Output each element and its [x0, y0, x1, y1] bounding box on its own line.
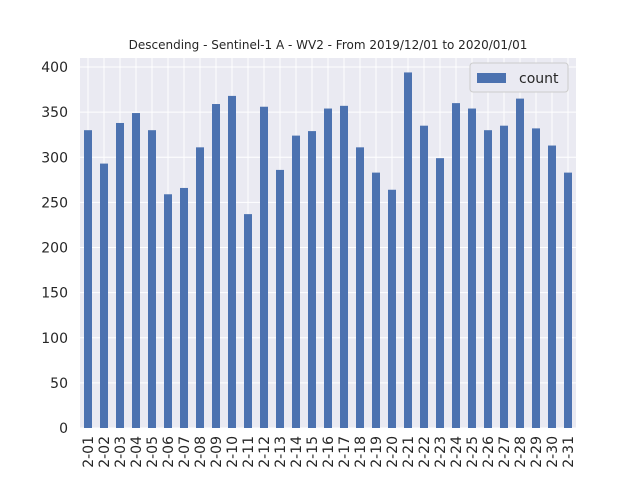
bar-2-05	[148, 130, 156, 428]
bar-2-13	[276, 169, 284, 428]
x-tick-label: 2-18	[353, 436, 369, 468]
x-tick-label: 2-20	[385, 436, 401, 468]
x-tick-label: 2-25	[465, 436, 481, 468]
x-tick-label: 2-14	[289, 436, 305, 468]
x-tick-label: 2-15	[305, 436, 321, 468]
bar-2-24	[452, 103, 460, 428]
legend-frame	[469, 62, 569, 93]
x-tick-label: 2-19	[369, 436, 385, 468]
x-tick-label: 2-02	[97, 436, 113, 468]
x-tick-label: 2-28	[513, 436, 529, 468]
y-tick-label: 200	[41, 241, 68, 257]
bar-2-25	[468, 108, 476, 428]
chart-title: Descending - Sentinel-1 A - WV2 - From 2…	[129, 38, 528, 52]
x-tick-label: 2-22	[417, 436, 433, 468]
x-tick-label: 2-07	[177, 436, 193, 468]
bar-2-02	[100, 163, 108, 428]
bar-2-18	[356, 147, 364, 428]
y-tick-label: 250	[41, 195, 68, 211]
x-tick-label: 2-12	[257, 436, 273, 468]
bar-2-17	[340, 105, 348, 428]
bar-2-09	[212, 104, 220, 429]
bar-2-01	[84, 130, 92, 428]
x-tick-label: 2-05	[145, 436, 161, 468]
x-tick-label: 2-04	[129, 436, 145, 468]
x-tick-label: 2-03	[113, 436, 129, 468]
bar-2-27	[500, 125, 508, 429]
x-tick-label: 2-23	[433, 436, 449, 468]
bar-2-14	[292, 135, 300, 429]
bar-2-20	[388, 189, 396, 428]
bar-2-11	[244, 214, 252, 428]
bar-2-04	[132, 113, 140, 429]
bar-2-16	[324, 108, 332, 428]
bar-2-23	[436, 158, 444, 429]
bar-2-31	[564, 172, 572, 428]
x-tick-label: 2-06	[161, 436, 177, 468]
bar-2-21	[404, 72, 412, 428]
bar-2-06	[164, 194, 172, 428]
bar-2-15	[308, 131, 316, 428]
x-tick-label: 2-16	[321, 436, 337, 468]
legend-label-count: count	[519, 71, 559, 87]
y-tick-label: 350	[41, 105, 68, 121]
bar-2-22	[420, 125, 428, 429]
legend: count	[469, 62, 569, 93]
x-tick-label: 2-09	[209, 436, 225, 468]
x-tick-label: 2-13	[273, 436, 289, 468]
x-tick-label: 2-11	[241, 436, 257, 468]
y-tick-label: 300	[41, 150, 68, 166]
x-axis-ticks: 2-01 2-02 2-03 2-04 2-05 2-06 2-07 2-08 2-09 2-10…	[81, 436, 577, 468]
x-tick-label: 2-31	[561, 436, 577, 468]
x-tick-label: 2-10	[225, 436, 241, 468]
x-tick-label: 2-30	[545, 436, 561, 468]
bar-2-12	[260, 106, 268, 429]
bar-2-29	[532, 128, 540, 428]
y-tick-label: 50	[50, 376, 68, 392]
x-tick-label: 2-24	[449, 436, 465, 468]
bars	[84, 72, 572, 429]
y-tick-label: 400	[41, 60, 68, 76]
y-axis-ticks: 0 50 100 150 200 250 300 350 400	[41, 60, 68, 437]
bar-2-30	[548, 145, 556, 428]
bar-2-28	[516, 98, 524, 429]
x-tick-label: 2-21	[401, 436, 417, 468]
x-tick-label: 2-29	[529, 436, 545, 468]
x-tick-label: 2-08	[193, 436, 209, 468]
bar-2-10	[228, 95, 236, 428]
y-tick-label: 150	[41, 286, 68, 302]
bar-2-19	[372, 172, 380, 428]
x-tick-label: 2-01	[81, 436, 97, 468]
y-tick-label: 100	[41, 331, 68, 347]
legend-swatch-count	[477, 73, 506, 83]
x-tick-label: 2-17	[337, 436, 353, 468]
x-tick-label: 2-27	[497, 436, 513, 468]
x-tick-label: 2-26	[481, 436, 497, 468]
bar-2-26	[484, 130, 492, 428]
bar-2-08	[196, 147, 204, 428]
y-tick-label: 0	[59, 421, 68, 437]
bar-2-03	[116, 122, 124, 428]
bar-2-07	[180, 187, 188, 428]
